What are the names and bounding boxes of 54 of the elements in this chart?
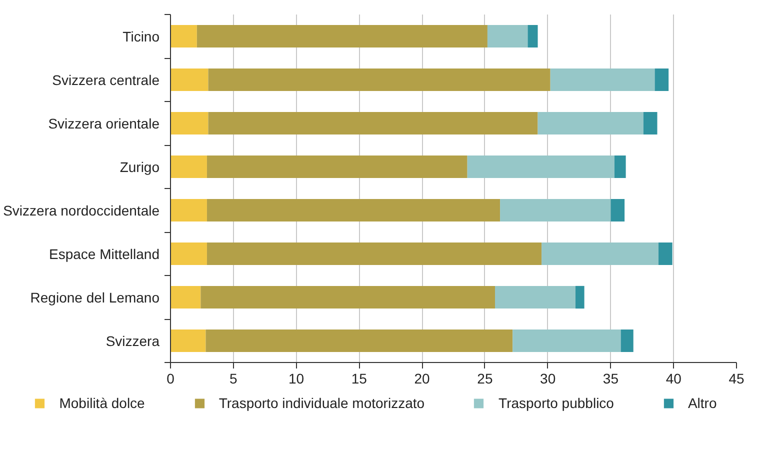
legend-label: Altro	[688, 395, 717, 411]
bar	[538, 112, 644, 135]
y-tick-label: Zurigo	[120, 158, 160, 175]
x-tick-label: 10	[288, 370, 304, 386]
bar	[658, 242, 672, 266]
bar	[614, 155, 626, 178]
y-tick-label: Svizzera nordoccidentale	[3, 202, 160, 218]
x-tick-label: 30	[540, 370, 556, 386]
x-tick-label: 15	[351, 370, 368, 386]
bar	[200, 286, 496, 309]
bar	[620, 329, 634, 352]
x-tick-label: 5	[229, 370, 238, 386]
x-tick-label: 20	[414, 370, 430, 386]
x-tick-label: 45	[728, 370, 744, 386]
bar	[528, 24, 538, 48]
bar	[196, 24, 488, 48]
x-tick-label: 40	[666, 370, 682, 386]
y-tick-label: Espace Mittelland	[48, 246, 160, 262]
bar	[170, 155, 207, 178]
bar	[487, 24, 528, 48]
x-tick-label: 35	[602, 370, 619, 386]
bar	[643, 112, 658, 135]
bar	[208, 68, 550, 92]
bar	[170, 242, 207, 266]
bar	[206, 155, 468, 178]
bar	[610, 198, 625, 222]
bar	[170, 24, 197, 48]
y-tick-label: Svizzera	[106, 332, 160, 349]
bar	[170, 198, 207, 222]
bar	[170, 68, 208, 92]
bar	[206, 198, 500, 222]
bar	[500, 198, 611, 222]
bar	[576, 286, 584, 309]
legend-label: Mobilità dolce	[59, 395, 145, 411]
bar	[542, 242, 659, 266]
bar	[550, 68, 655, 92]
bar	[206, 242, 542, 266]
bar	[206, 329, 513, 352]
y-tick-label: Regione del Lemano	[30, 289, 160, 306]
bar	[170, 286, 201, 309]
bar	[208, 112, 538, 135]
x-tick-label: 25	[477, 370, 493, 386]
y-tick-label: Svizzera centrale	[52, 72, 160, 88]
legend-label: Trasporto individuale motorizzato	[218, 395, 425, 411]
bar	[654, 68, 669, 92]
x-tick-label: 0	[166, 370, 175, 386]
bar	[170, 112, 208, 135]
y-tick-label: Svizzera orientale	[48, 115, 160, 132]
bar	[512, 329, 621, 352]
bar	[467, 155, 614, 178]
legend-label: Trasporto pubblico	[498, 395, 614, 411]
y-tick-label: Ticino	[122, 28, 160, 44]
bar	[170, 329, 206, 352]
bar	[495, 286, 576, 309]
